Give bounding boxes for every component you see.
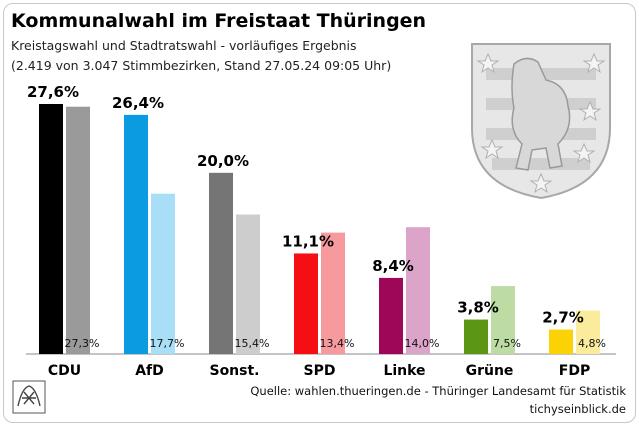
bar-previous-sonst <box>236 214 260 354</box>
category-label-linke: Linke <box>383 363 425 379</box>
value-label-previous-cdu: 27,3% <box>65 337 100 350</box>
bar-previous-fdp <box>576 310 600 354</box>
credit-note: tichyseinblick.de <box>529 402 626 416</box>
bar-current-linke <box>379 277 403 354</box>
bar-current-gruene <box>464 319 488 354</box>
category-label-fdp: FDP <box>559 363 590 379</box>
category-label-sonst: Sonst. <box>209 363 259 379</box>
value-label-current-gruene: 3,8% <box>457 299 499 317</box>
bar-current-spd <box>294 253 318 354</box>
value-label-current-spd: 11,1% <box>282 232 334 250</box>
category-label-gruene: Grüne <box>466 363 514 379</box>
bar-current-fdp <box>549 329 573 354</box>
value-label-current-fdp: 2,7% <box>542 309 584 327</box>
value-label-current-sonst: 20,0% <box>197 152 249 170</box>
bar-chart: 27,6% 27,3% CDU 26,4% 17,7% AfD 20,0% 15,4% Sons… <box>26 83 616 379</box>
value-label-previous-spd: 13,4% <box>320 337 355 350</box>
bar-previous-cdu <box>66 106 90 354</box>
value-label-current-afd: 26,4% <box>112 94 164 112</box>
bar-current-afd <box>124 114 148 354</box>
value-label-current-linke: 8,4% <box>372 257 414 275</box>
value-label-previous-gruene: 7,5% <box>493 337 521 350</box>
chart-frame: Kommunalwahl im Freistaat Thüringen Krei… <box>3 3 636 423</box>
category-label-afd: AfD <box>135 363 164 379</box>
category-label-cdu: CDU <box>48 363 81 379</box>
value-label-previous-afd: 17,7% <box>150 337 185 350</box>
source-note: Quelle: wahlen.thueringen.de - Thüringer… <box>250 384 626 398</box>
bar-current-sonst <box>209 172 233 354</box>
category-label-spd: SPD <box>304 363 336 379</box>
value-label-previous-sonst: 15,4% <box>235 337 270 350</box>
bar-previous-afd <box>151 193 175 354</box>
thuringia-coat-of-arms <box>471 43 611 200</box>
value-label-previous-fdp: 4,8% <box>578 337 606 350</box>
chart-subtitle: Kreistagswahl und Stadtratswahl - vorläu… <box>11 38 357 53</box>
bar-previous-spd <box>321 232 345 354</box>
eagle-logo <box>12 380 46 414</box>
chart-subtitle-status: (2.419 von 3.047 Stimmbezirken, Stand 27… <box>11 58 392 73</box>
value-label-previous-linke: 14,0% <box>405 337 440 350</box>
chart-title: Kommunalwahl im Freistaat Thüringen <box>11 10 427 32</box>
bar-current-cdu <box>39 104 63 354</box>
bar-previous-gruene <box>491 286 515 354</box>
value-label-current-cdu: 27,6% <box>27 83 79 101</box>
bar-previous-linke <box>406 227 430 354</box>
